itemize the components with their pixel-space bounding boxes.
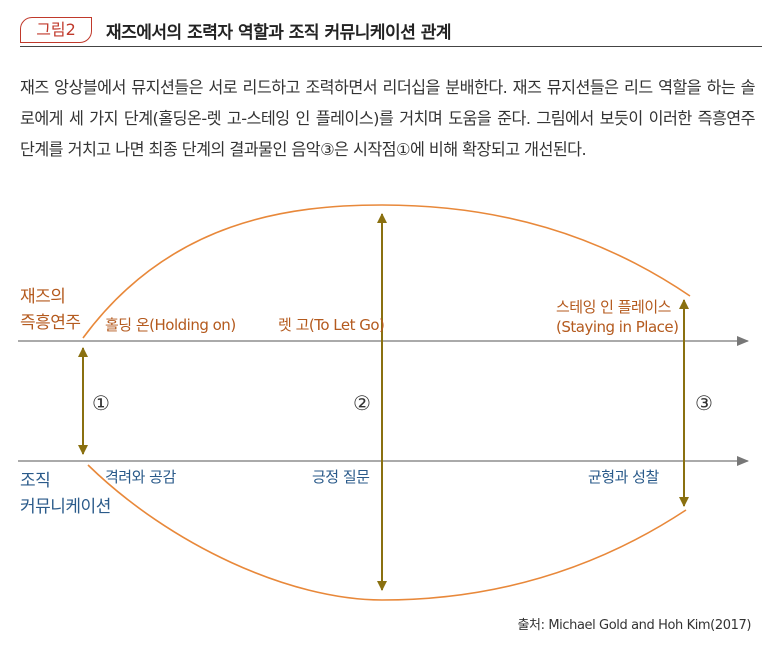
- header-rule: [20, 46, 762, 47]
- source-credit: 출처: Michael Gold and Hoh Kim(2017): [517, 618, 752, 633]
- stage-staying-in-place-en: (Staying in Place): [556, 318, 679, 336]
- description-text: 재즈 앙상블에서 뮤지션들은 서로 리드하고 조력하면서 리더십을 분배한다. …: [20, 78, 756, 159]
- stage-staying-in-place: 스테잉 인 플레이스: [556, 298, 671, 316]
- stage-balance-reflection: 균형과 성찰: [588, 468, 659, 486]
- marker-1: ①: [92, 391, 110, 415]
- marker-2: ②: [353, 391, 371, 415]
- org-label-line1: 조직: [20, 471, 51, 491]
- jazz-label-line2: 즉흥연주: [20, 313, 81, 333]
- stage-encouragement: 격려와 공감: [105, 468, 176, 486]
- org-label-line2: 커뮤니케이션: [20, 497, 111, 517]
- jazz-label: 재즈의 즉흥연주: [20, 284, 81, 336]
- jazz-label-line1: 재즈의: [20, 287, 66, 307]
- figure-tag: 그림2: [20, 17, 92, 43]
- stage-positive-questions: 긍정 질문: [312, 468, 370, 486]
- org-lower-curve: [87, 464, 687, 601]
- marker-3: ③: [695, 391, 713, 415]
- figure-title: 재즈에서의 조력자 역할과 조직 커뮤니케이션 관계: [106, 23, 452, 43]
- figure-header: 그림2 재즈에서의 조력자 역할과 조직 커뮤니케이션 관계: [10, 10, 762, 47]
- stage-let-go: 렛 고(To Let Go): [278, 316, 385, 334]
- org-label: 조직 커뮤니케이션: [20, 468, 111, 520]
- jazz-upper-curve: [82, 204, 691, 339]
- stage-holding-on: 홀딩 온(Holding on): [105, 316, 236, 334]
